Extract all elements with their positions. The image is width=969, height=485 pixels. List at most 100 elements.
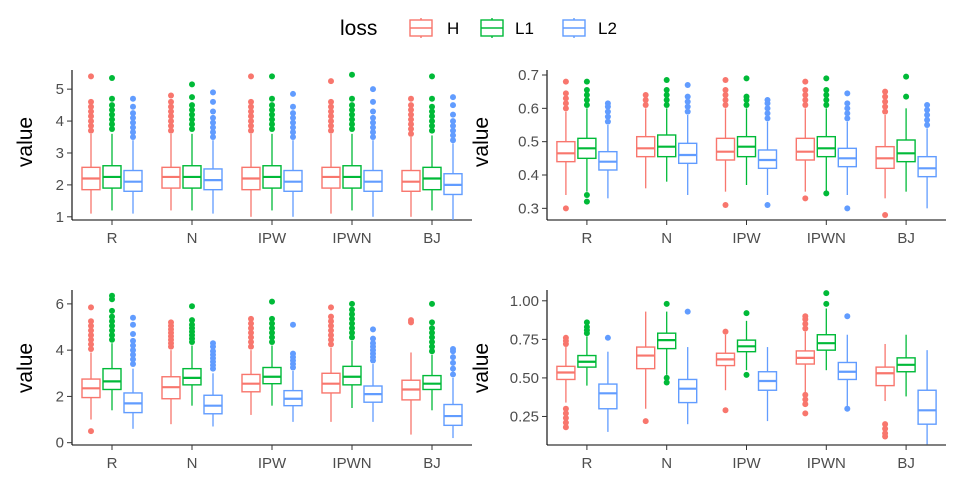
- y-tick-label: 0.3: [518, 200, 539, 217]
- outlier-point: [764, 115, 771, 122]
- box-ipw-l1: [736, 310, 757, 378]
- outlier-point: [429, 118, 435, 125]
- outlier-point: [248, 315, 254, 322]
- box-ipw-l1: [736, 75, 757, 185]
- outlier-point: [823, 92, 830, 98]
- outlier-point: [328, 127, 334, 134]
- outlier-point: [88, 127, 94, 134]
- outlier-point: [764, 97, 771, 103]
- x-tick-label: IPWN: [807, 455, 846, 472]
- outlier-point: [88, 345, 94, 352]
- outlier-point: [290, 103, 296, 110]
- outlier-point: [328, 118, 334, 125]
- outlier-point: [328, 103, 334, 110]
- outlier-point: [562, 95, 569, 102]
- outlier-point: [429, 127, 435, 134]
- outlier-point: [168, 98, 174, 105]
- outlier-point: [802, 320, 809, 327]
- outlier-point: [844, 90, 851, 97]
- outlier-point: [130, 314, 136, 321]
- outlier-point: [882, 421, 889, 428]
- outlier-point: [248, 329, 254, 336]
- outlier-point: [924, 107, 931, 113]
- box-n-l1: [657, 77, 677, 182]
- outlier-point: [168, 118, 174, 125]
- outlier-point: [290, 110, 296, 117]
- outlier-point: [823, 190, 830, 197]
- outlier-point: [722, 77, 729, 83]
- outlier-point: [583, 324, 590, 331]
- outlier-point: [248, 127, 254, 134]
- outlier-point: [210, 134, 216, 141]
- outlier-point: [684, 98, 691, 105]
- iqr-box: [917, 155, 937, 178]
- outlier-point: [882, 108, 889, 115]
- outlier-point: [764, 110, 771, 117]
- outlier-point: [663, 379, 670, 386]
- outlier-point: [583, 97, 590, 103]
- outlier-point: [562, 415, 569, 422]
- outlier-point: [189, 81, 195, 88]
- box-ipwn-h: [795, 313, 815, 417]
- outlier-point: [408, 317, 414, 324]
- outlier-point: [168, 127, 174, 134]
- outlier-point: [290, 350, 296, 357]
- outlier-point: [168, 92, 174, 99]
- outlier-point: [924, 112, 931, 118]
- outlier-point: [450, 122, 456, 129]
- outlier-point: [130, 342, 136, 349]
- y-tick-label: 1: [56, 209, 64, 226]
- outlier-point: [743, 371, 750, 378]
- outlier-point: [882, 93, 889, 100]
- box-r-l2: [123, 95, 143, 214]
- box-ipw-h: [715, 328, 736, 414]
- iqr-box: [795, 137, 815, 161]
- outlier-point: [189, 102, 195, 109]
- outlier-point: [583, 319, 590, 326]
- box-bj-h: [401, 95, 421, 217]
- outlier-point: [349, 306, 355, 313]
- outlier-point: [290, 129, 296, 136]
- outlier-point: [290, 114, 296, 121]
- outlier-point: [88, 103, 94, 110]
- x-tick-label: R: [581, 230, 592, 247]
- outlier-point: [109, 126, 115, 133]
- iqr-box: [715, 137, 736, 161]
- outlier-point: [269, 111, 275, 118]
- outlier-point: [370, 129, 376, 136]
- outlier-point: [248, 339, 254, 346]
- y-tick-label: 6: [56, 296, 64, 313]
- outlier-point: [903, 93, 910, 100]
- outlier-point: [88, 318, 94, 325]
- outlier-point: [370, 119, 376, 126]
- panel-bottom-right: value 0.25 0.50 0.75 1.00 R N IPW IPWN BJ: [470, 290, 946, 472]
- outlier-point: [562, 410, 569, 417]
- outlier-point: [844, 110, 851, 117]
- outlier-point: [269, 126, 275, 133]
- outlier-point: [349, 126, 355, 133]
- outlier-point: [882, 98, 889, 105]
- outlier-point: [269, 334, 275, 341]
- box-bj-l2: [443, 94, 463, 220]
- outlier-point: [684, 108, 691, 115]
- outlier-point: [663, 92, 670, 98]
- box-ipwn-l1: [342, 71, 362, 211]
- outlier-point: [642, 102, 649, 108]
- x-tick-label: N: [661, 230, 672, 247]
- outlier-point: [328, 108, 334, 115]
- outlier-point: [248, 108, 254, 115]
- outlier-point: [583, 198, 590, 205]
- outlier-point: [328, 313, 334, 320]
- outlier-point: [429, 300, 435, 307]
- outlier-point: [130, 337, 136, 344]
- outlier-point: [130, 351, 136, 358]
- outlier-point: [189, 111, 195, 118]
- outlier-point: [269, 116, 275, 123]
- outlier-point: [210, 340, 216, 347]
- outlier-point: [562, 90, 569, 97]
- outlier-point: [210, 348, 216, 355]
- outlier-point: [109, 327, 115, 334]
- outlier-point: [722, 328, 729, 335]
- outlier-point: [408, 130, 414, 137]
- panel-top-right: value 0.3 0.4 0.5 0.6 0.7 R N IPW IPWN BJ: [470, 67, 946, 247]
